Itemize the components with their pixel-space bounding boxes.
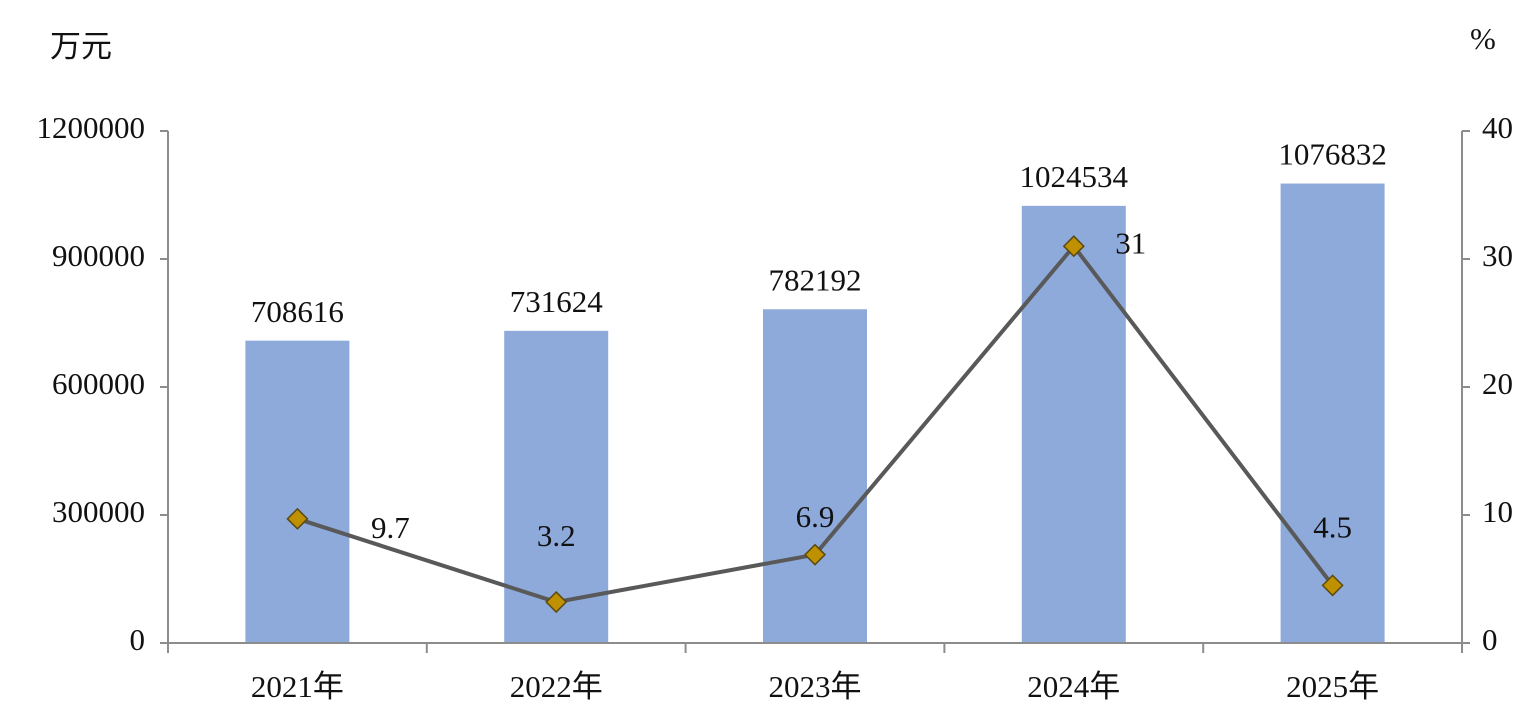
y2-tick-label: 30 [1482,238,1513,273]
line-value-label: 3.2 [537,518,576,553]
x-tick-label: 2025年 [1286,669,1379,704]
bar [763,309,867,643]
bar-value-label: 708616 [251,294,344,329]
y2-tick-label: 10 [1482,494,1513,529]
line-marker [1062,235,1085,258]
bar [245,340,350,643]
bar-value-label: 1076832 [1278,137,1387,172]
x-tick-label: 2024年 [1027,669,1120,704]
bar [1021,205,1126,644]
y2-tick-label: 0 [1482,622,1498,657]
y2-axis-unit: % [1470,21,1496,56]
x-tick-label: 2022年 [510,669,603,704]
bar [1280,183,1385,643]
bar-value-label: 1024534 [1020,159,1129,194]
y-tick-label: 600000 [52,366,145,401]
y-tick-label: 0 [130,622,146,657]
line-value-label: 6.9 [796,499,835,534]
y2-tick-label: 40 [1482,110,1513,145]
x-tick-label: 2023年 [769,669,862,704]
y-tick-label: 300000 [52,494,145,529]
line-value-label: 9.7 [371,510,410,545]
line-value-label: 4.5 [1313,510,1352,545]
line-marker [286,507,309,530]
bar-value-label: 782192 [769,262,862,297]
line-marker [545,590,568,614]
line-marker [1321,574,1344,597]
y-axis-unit: 万元 [50,29,112,64]
y-tick-label: 900000 [52,238,145,273]
x-tick-label: 2021年 [251,669,344,704]
y-tick-label: 1200000 [37,110,146,145]
y2-tick-label: 20 [1482,366,1513,401]
bar-value-label: 731624 [510,284,604,319]
line-marker [803,543,827,566]
line-value-label: 31 [1115,225,1146,260]
